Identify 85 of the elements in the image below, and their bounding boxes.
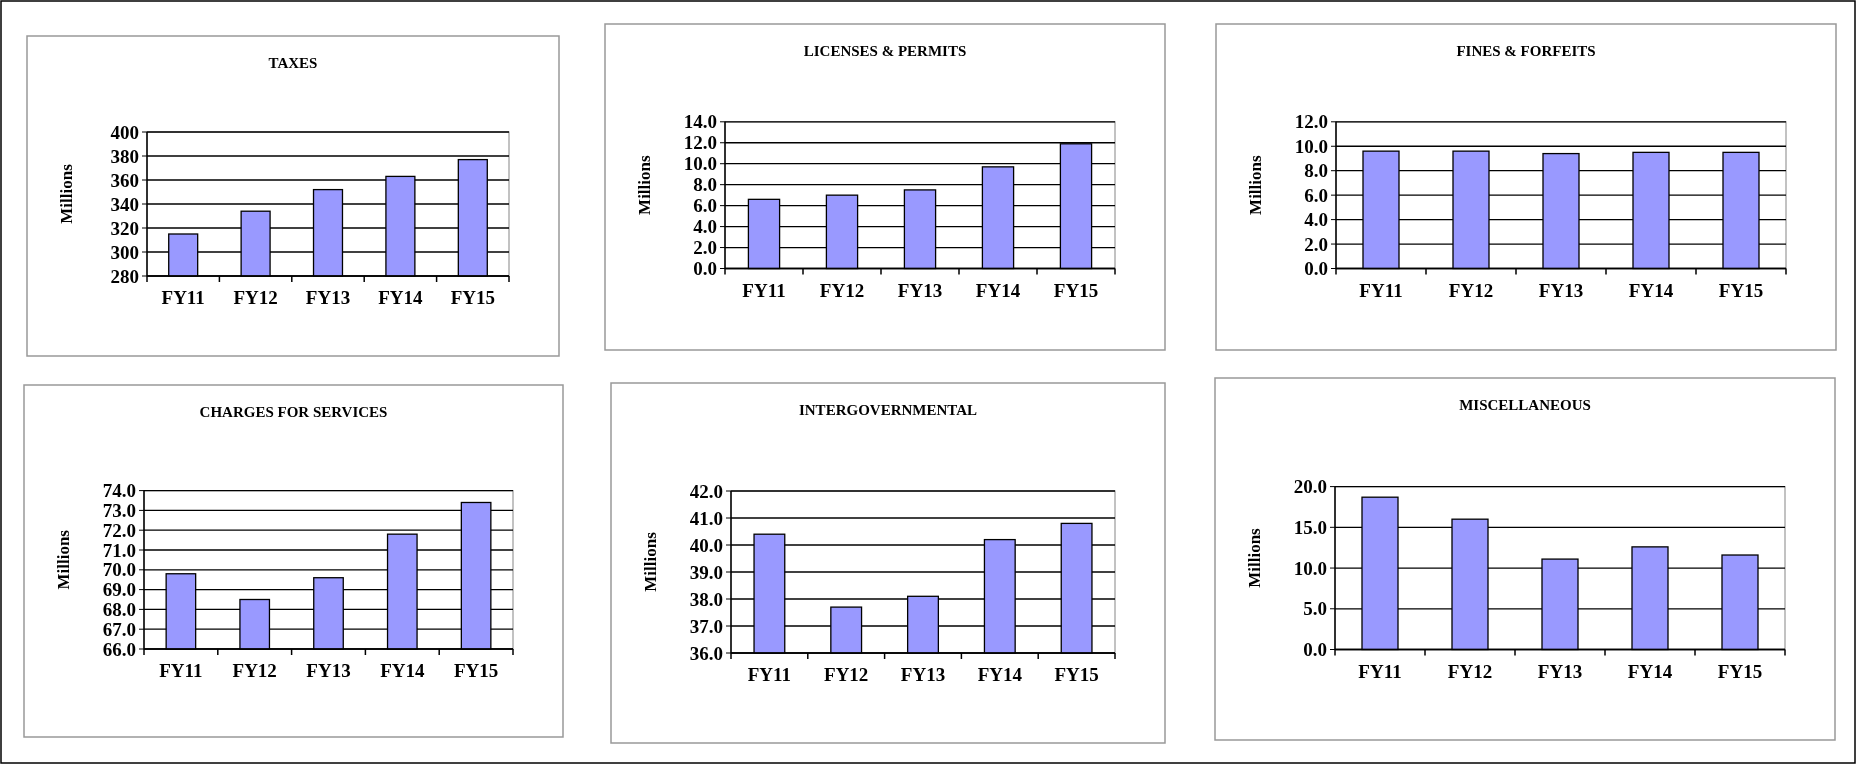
chart-title: MISCELLANEOUS (1459, 397, 1591, 413)
chart-title: INTERGOVERNMENTAL (798, 402, 978, 418)
y-axis-title: Millions (635, 155, 654, 215)
y-tick-label: 74.0 (102, 480, 136, 502)
y-tick-label: 42.0 (689, 480, 723, 502)
y-tick-label: 280 (110, 265, 139, 287)
y-tick-label: 38.0 (689, 588, 723, 610)
y-tick-label: 10.0 (683, 153, 717, 175)
y-tick-label: 2.0 (1304, 233, 1328, 255)
y-axis-title: Millions (57, 163, 76, 224)
x-tick-label: FY13 (1538, 279, 1584, 301)
y-tick-label: 39.0 (689, 561, 723, 583)
y-tick-label: 73.0 (102, 500, 136, 522)
y-tick-label: 10.0 (1293, 557, 1327, 579)
x-tick-label: FY13 (900, 664, 946, 685)
y-tick-label: 12.0 (683, 132, 717, 154)
x-tick-label: FY12 (824, 664, 869, 685)
y-tick-label: 0.0 (1304, 258, 1328, 280)
x-tick-label: FY11 (747, 664, 792, 685)
y-tick-label: 0.0 (693, 258, 717, 280)
x-tick-label: FY11 (1358, 660, 1402, 682)
y-tick-label: 320 (110, 217, 139, 239)
chart-title: TAXES (268, 55, 318, 71)
y-axis-title: Millions (1246, 155, 1265, 215)
y-tick-label: 10.0 (1294, 135, 1328, 157)
y-tick-label: 67.0 (102, 618, 136, 640)
x-tick-label: FY14 (380, 660, 425, 681)
y-axis-title: Millions (1245, 527, 1264, 588)
y-tick-label: 6.0 (693, 195, 717, 217)
x-tick-label: FY11 (159, 660, 203, 681)
chart-title: FINES & FORFEITS (1456, 43, 1596, 59)
x-tick-label: FY15 (1717, 660, 1763, 682)
x-tick-label: FY12 (1448, 279, 1494, 301)
x-tick-label: FY14 (1627, 660, 1673, 682)
y-tick-label: 6.0 (1304, 184, 1328, 206)
y-tick-label: 400 (110, 121, 139, 143)
x-tick-label: FY12 (232, 660, 277, 681)
y-tick-label: 71.0 (102, 539, 136, 561)
y-tick-label: 14.0 (683, 111, 717, 133)
y-axis-title: Millions (54, 529, 73, 590)
x-tick-label: FY15 (1053, 279, 1099, 301)
x-tick-label: FY13 (306, 660, 351, 681)
x-tick-label: FY15 (450, 287, 495, 308)
y-tick-label: 37.0 (689, 615, 723, 637)
x-tick-label: FY15 (453, 660, 499, 681)
y-tick-label: 0.0 (1303, 639, 1327, 661)
x-tick-label: FY11 (742, 279, 786, 301)
y-tick-label: 380 (110, 145, 139, 167)
y-tick-label: 360 (110, 169, 139, 191)
y-tick-label: 15.0 (1293, 516, 1327, 538)
x-tick-label: FY12 (1447, 660, 1493, 682)
y-tick-label: 4.0 (693, 216, 717, 238)
x-tick-label: FY12 (819, 279, 865, 301)
y-tick-label: 41.0 (689, 507, 723, 529)
y-tick-label: 5.0 (1303, 598, 1327, 620)
chart-title: LICENSES & PERMITS (803, 43, 967, 59)
y-tick-label: 12.0 (1294, 111, 1328, 133)
y-tick-label: 4.0 (1304, 209, 1328, 231)
x-tick-label: FY12 (233, 287, 278, 308)
y-tick-label: 40.0 (689, 534, 723, 556)
x-tick-label: FY11 (161, 287, 205, 308)
y-tick-label: 70.0 (102, 559, 136, 581)
y-tick-label: 340 (110, 193, 139, 215)
y-tick-label: 68.0 (102, 599, 136, 621)
x-tick-label: FY13 (897, 279, 943, 301)
y-tick-label: 66.0 (102, 638, 136, 660)
x-tick-label: FY14 (977, 664, 1023, 685)
y-tick-label: 69.0 (102, 579, 136, 601)
y-tick-label: 20.0 (1293, 476, 1327, 498)
x-tick-label: FY13 (305, 287, 351, 308)
x-tick-label: FY14 (975, 279, 1021, 301)
x-tick-label: FY15 (1718, 279, 1764, 301)
x-tick-label: FY15 (1054, 664, 1099, 685)
y-tick-label: 8.0 (693, 174, 717, 196)
x-tick-label: FY14 (378, 287, 424, 308)
y-axis-title: Millions (641, 531, 660, 592)
y-tick-label: 36.0 (689, 642, 723, 664)
x-tick-label: FY11 (1359, 279, 1403, 301)
y-tick-label: 2.0 (693, 237, 717, 259)
chart-title: CHARGES FOR SERVICES (199, 404, 388, 420)
x-tick-label: FY14 (1628, 279, 1674, 301)
x-tick-label: FY13 (1537, 660, 1583, 682)
y-tick-label: 8.0 (1304, 160, 1328, 182)
y-tick-label: 300 (110, 241, 139, 263)
y-tick-label: 72.0 (102, 519, 136, 541)
